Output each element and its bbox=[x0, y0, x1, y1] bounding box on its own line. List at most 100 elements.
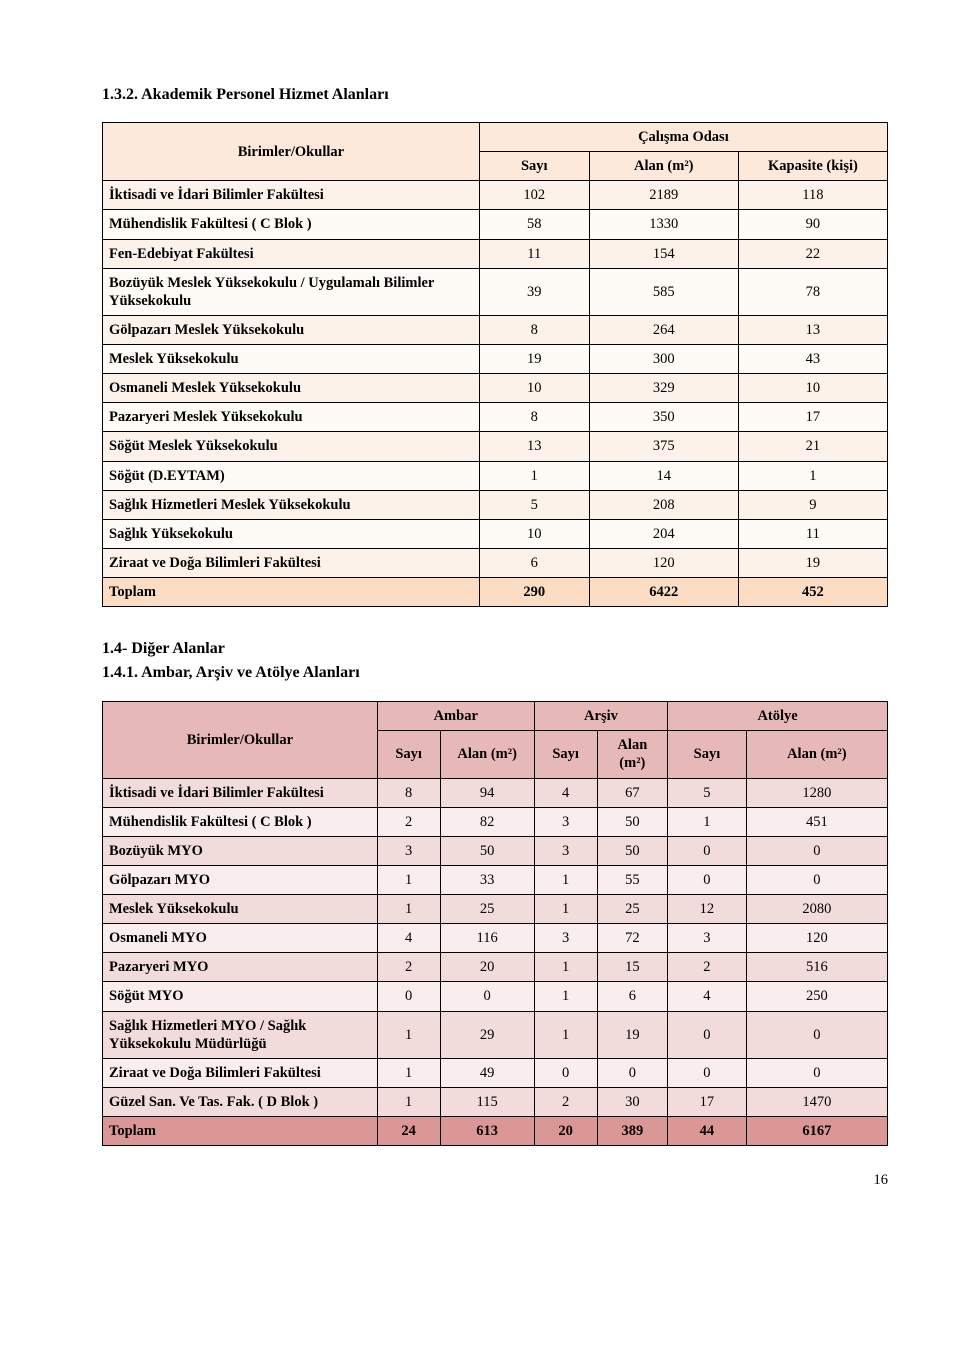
cell-kapasite: 21 bbox=[738, 432, 887, 461]
cell-atolye-sayi: 5 bbox=[668, 778, 747, 807]
cell-arsiv-alan: 55 bbox=[597, 865, 668, 894]
row-label: Bozüyük Meslek Yüksekokulu / Uygulamalı … bbox=[103, 268, 480, 315]
cell-atolye-sayi: 3 bbox=[668, 924, 747, 953]
cell-arsiv-alan: 0 bbox=[597, 1058, 668, 1087]
table-row: Pazaryeri MYO2201152516 bbox=[103, 953, 888, 982]
row-label: Mühendislik Fakültesi ( C Blok ) bbox=[103, 210, 480, 239]
table-row: İktisadi ve İdari Bilimler Fakültesi1022… bbox=[103, 181, 888, 210]
row-label: Osmaneli Meslek Yüksekokulu bbox=[103, 374, 480, 403]
row-label: Ziraat ve Doğa Bilimleri Fakültesi bbox=[103, 1058, 378, 1087]
row-label: Toplam bbox=[103, 1117, 378, 1146]
cell-ambar-sayi: 1 bbox=[377, 1087, 440, 1116]
row-label: Sağlık Hizmetleri MYO / Sağlık Yüksekoku… bbox=[103, 1011, 378, 1058]
row-label: Gölpazarı Meslek Yüksekokulu bbox=[103, 315, 480, 344]
cell-atolye-alan: 0 bbox=[746, 1011, 887, 1058]
table-row: Mühendislik Fakültesi ( C Blok )58133090 bbox=[103, 210, 888, 239]
cell-kapasite: 452 bbox=[738, 578, 887, 607]
cell-atolye-alan: 120 bbox=[746, 924, 887, 953]
academic-staff-areas-table: Birimler/Okullar Çalışma Odası Sayı Alan… bbox=[102, 122, 888, 607]
cell-ambar-sayi: 2 bbox=[377, 953, 440, 982]
table-row: Osmaneli MYO41163723120 bbox=[103, 924, 888, 953]
cell-ambar-sayi: 0 bbox=[377, 982, 440, 1011]
row-label: Söğüt MYO bbox=[103, 982, 378, 1011]
cell-sayi: 8 bbox=[479, 315, 589, 344]
cell-sayi: 102 bbox=[479, 181, 589, 210]
cell-sayi: 1 bbox=[479, 461, 589, 490]
table-row: Meslek Yüksekokulu1930043 bbox=[103, 345, 888, 374]
t2-group-ambar: Ambar bbox=[377, 702, 534, 731]
cell-ambar-sayi: 3 bbox=[377, 836, 440, 865]
t1-col-kapasite: Kapasite (kişi) bbox=[738, 152, 887, 181]
cell-sayi: 10 bbox=[479, 519, 589, 548]
section-1-4-title: 1.4- Diğer Alanlar bbox=[102, 640, 225, 657]
cell-kapasite: 43 bbox=[738, 345, 887, 374]
row-label: Fen-Edebiyat Fakültesi bbox=[103, 239, 480, 268]
table-row: Gölpazarı MYO13315500 bbox=[103, 865, 888, 894]
table-row: İktisadi ve İdari Bilimler Fakültesi8944… bbox=[103, 778, 888, 807]
total-row: Toplam2906422452 bbox=[103, 578, 888, 607]
cell-ambar-alan: 116 bbox=[440, 924, 534, 953]
cell-arsiv-sayi: 4 bbox=[534, 778, 597, 807]
cell-atolye-sayi: 1 bbox=[668, 807, 747, 836]
row-label: Osmaneli MYO bbox=[103, 924, 378, 953]
t1-col-sayi: Sayı bbox=[479, 152, 589, 181]
table-row: Bozüyük MYO35035000 bbox=[103, 836, 888, 865]
cell-kapasite: 1 bbox=[738, 461, 887, 490]
cell-ambar-alan: 33 bbox=[440, 865, 534, 894]
cell-alan: 14 bbox=[589, 461, 738, 490]
cell-ambar-alan: 94 bbox=[440, 778, 534, 807]
t1-col-alan: Alan (m²) bbox=[589, 152, 738, 181]
cell-atolye-sayi: 12 bbox=[668, 895, 747, 924]
cell-sayi: 10 bbox=[479, 374, 589, 403]
cell-arsiv-alan: 67 bbox=[597, 778, 668, 807]
cell-alan: 300 bbox=[589, 345, 738, 374]
table-row: Bozüyük Meslek Yüksekokulu / Uygulamalı … bbox=[103, 268, 888, 315]
row-label: Pazaryeri Meslek Yüksekokulu bbox=[103, 403, 480, 432]
cell-kapasite: 90 bbox=[738, 210, 887, 239]
cell-alan: 154 bbox=[589, 239, 738, 268]
cell-atolye-sayi: 4 bbox=[668, 982, 747, 1011]
table-row: Sağlık Hizmetleri MYO / Sağlık Yüksekoku… bbox=[103, 1011, 888, 1058]
cell-sayi: 39 bbox=[479, 268, 589, 315]
cell-ambar-sayi: 8 bbox=[377, 778, 440, 807]
cell-arsiv-sayi: 1 bbox=[534, 865, 597, 894]
table-row: Sağlık Hizmetleri Meslek Yüksekokulu5208… bbox=[103, 490, 888, 519]
cell-alan: 208 bbox=[589, 490, 738, 519]
other-areas-table: Birimler/Okullar Ambar Arşiv Atölye Sayı… bbox=[102, 701, 888, 1146]
cell-kapasite: 13 bbox=[738, 315, 887, 344]
t2-col-ambar-sayi: Sayı bbox=[377, 731, 440, 778]
cell-arsiv-alan: 50 bbox=[597, 836, 668, 865]
t2-col-atolye-sayi: Sayı bbox=[668, 731, 747, 778]
cell-atolye-alan: 250 bbox=[746, 982, 887, 1011]
table-row: Söğüt Meslek Yüksekokulu1337521 bbox=[103, 432, 888, 461]
cell-arsiv-sayi: 3 bbox=[534, 807, 597, 836]
cell-arsiv-sayi: 1 bbox=[534, 1011, 597, 1058]
cell-alan: 350 bbox=[589, 403, 738, 432]
cell-atolye-alan: 1280 bbox=[746, 778, 887, 807]
row-label: İktisadi ve İdari Bilimler Fakültesi bbox=[103, 181, 480, 210]
cell-ambar-sayi: 24 bbox=[377, 1117, 440, 1146]
t2-group-atolye: Atölye bbox=[668, 702, 888, 731]
cell-arsiv-alan: 19 bbox=[597, 1011, 668, 1058]
table-row: Osmaneli Meslek Yüksekokulu1032910 bbox=[103, 374, 888, 403]
cell-kapasite: 17 bbox=[738, 403, 887, 432]
cell-arsiv-sayi: 3 bbox=[534, 836, 597, 865]
table-row: Söğüt (D.EYTAM)1141 bbox=[103, 461, 888, 490]
total-row: Toplam2461320389446167 bbox=[103, 1117, 888, 1146]
row-label: Sağlık Yüksekokulu bbox=[103, 519, 480, 548]
t2-col-atolye-alan: Alan (m²) bbox=[746, 731, 887, 778]
cell-arsiv-alan: 30 bbox=[597, 1087, 668, 1116]
cell-atolye-sayi: 2 bbox=[668, 953, 747, 982]
section-1-3-2-heading: 1.3.2. Akademik Personel Hizmet Alanları bbox=[102, 86, 888, 104]
cell-arsiv-sayi: 3 bbox=[534, 924, 597, 953]
cell-sayi: 11 bbox=[479, 239, 589, 268]
t2-col-unit: Birimler/Okullar bbox=[103, 702, 378, 778]
cell-ambar-alan: 25 bbox=[440, 895, 534, 924]
table-row: Gölpazarı Meslek Yüksekokulu826413 bbox=[103, 315, 888, 344]
cell-atolye-sayi: 17 bbox=[668, 1087, 747, 1116]
cell-ambar-alan: 613 bbox=[440, 1117, 534, 1146]
cell-arsiv-alan: 72 bbox=[597, 924, 668, 953]
row-label: Ziraat ve Doğa Bilimleri Fakültesi bbox=[103, 548, 480, 577]
section-1-4-heading: 1.4- Diğer Alanlar 1.4.1. Ambar, Arşiv v… bbox=[102, 637, 888, 685]
cell-alan: 1330 bbox=[589, 210, 738, 239]
